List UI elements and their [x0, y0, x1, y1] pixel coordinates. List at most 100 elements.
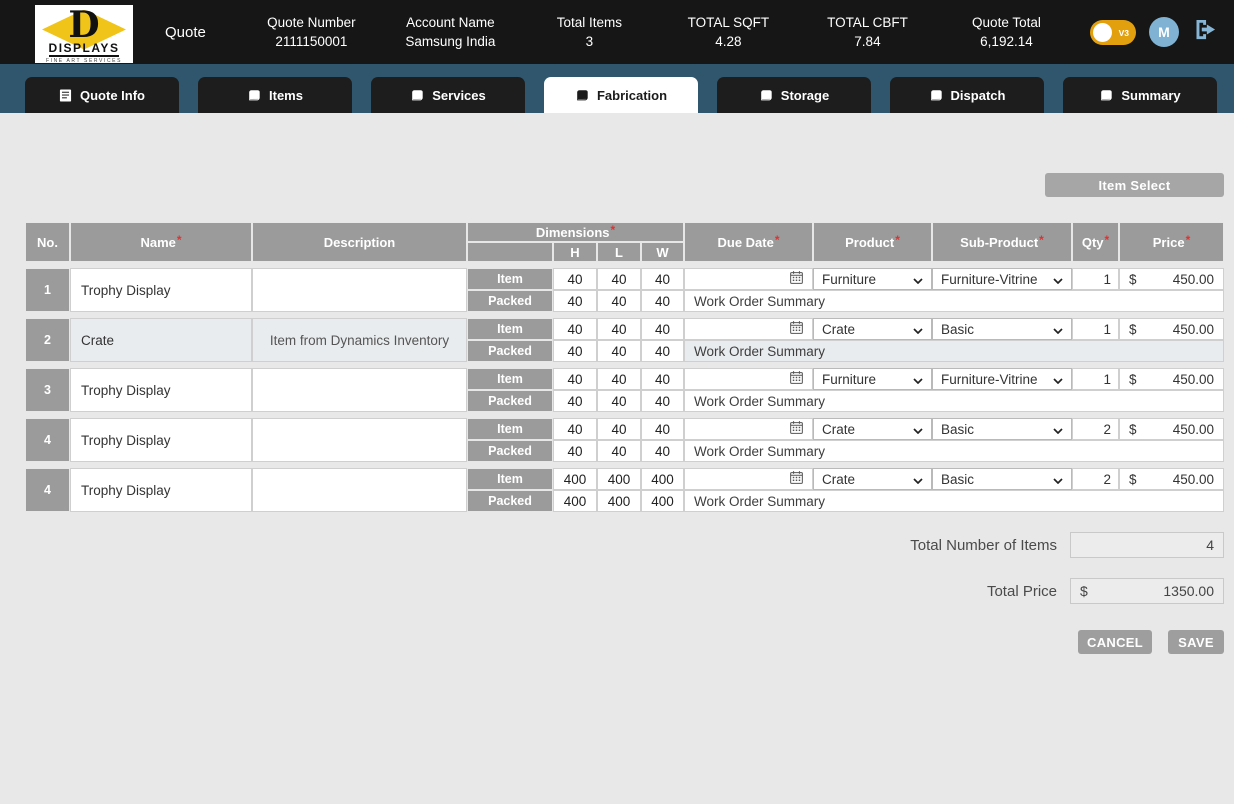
- item-dim-w-input[interactable]: 40: [641, 318, 684, 340]
- packed-dim-w-input[interactable]: 400: [641, 490, 684, 512]
- col-header-dim-blank: [467, 242, 553, 262]
- sub-product-select[interactable]: Basic: [932, 418, 1072, 440]
- qty-input[interactable]: 1: [1072, 318, 1119, 340]
- packed-dim-h-input[interactable]: 40: [553, 290, 597, 312]
- qty-input[interactable]: 1: [1072, 368, 1119, 390]
- item-dim-w-input[interactable]: 400: [641, 468, 684, 490]
- packed-dim-w-input[interactable]: 40: [641, 390, 684, 412]
- item-name-input[interactable]: Trophy Display: [70, 418, 252, 462]
- packed-dim-l-input[interactable]: 40: [597, 440, 641, 462]
- sub-product-select[interactable]: Furniture-Vitrine: [932, 268, 1072, 290]
- sub-product-select[interactable]: Basic: [932, 468, 1072, 490]
- sub-product-select[interactable]: Basic: [932, 318, 1072, 340]
- stat-label: Quote Number: [267, 15, 356, 30]
- table-row: 2 Crate Item from Dynamics Inventory Ite…: [25, 318, 1224, 362]
- calendar-icon: [790, 321, 803, 337]
- price-input[interactable]: $ 450.00: [1119, 368, 1224, 390]
- work-order-summary-link[interactable]: Work Order Summary: [684, 490, 1224, 512]
- item-description-input[interactable]: [252, 468, 467, 512]
- sub-product-select[interactable]: Furniture-Vitrine: [932, 368, 1072, 390]
- packed-dim-w-input[interactable]: 40: [641, 440, 684, 462]
- user-avatar[interactable]: M: [1149, 17, 1179, 47]
- stat-label: Quote Total: [972, 15, 1041, 30]
- tab-summary[interactable]: Summary: [1063, 77, 1217, 113]
- item-dim-h-input[interactable]: 40: [553, 418, 597, 440]
- due-date-picker[interactable]: [684, 268, 813, 290]
- tab-storage[interactable]: Storage: [717, 77, 871, 113]
- item-dim-w-input[interactable]: 40: [641, 268, 684, 290]
- packed-dim-h-input[interactable]: 400: [553, 490, 597, 512]
- product-select[interactable]: Furniture: [813, 268, 932, 290]
- packed-dim-w-input[interactable]: 40: [641, 290, 684, 312]
- item-dim-l-input[interactable]: 40: [597, 318, 641, 340]
- item-dim-l-input[interactable]: 400: [597, 468, 641, 490]
- tab-items[interactable]: Items: [198, 77, 352, 113]
- col-header-description: Description: [252, 222, 467, 262]
- item-dim-h-input[interactable]: 40: [553, 318, 597, 340]
- currency-symbol: $: [1129, 471, 1137, 487]
- due-date-picker[interactable]: [684, 418, 813, 440]
- price-input[interactable]: $ 450.00: [1119, 318, 1224, 340]
- work-order-summary-link[interactable]: Work Order Summary: [684, 390, 1224, 412]
- item-dim-h-input[interactable]: 40: [553, 368, 597, 390]
- packed-dim-l-input[interactable]: 40: [597, 390, 641, 412]
- item-dim-l-input[interactable]: 40: [597, 418, 641, 440]
- logout-button[interactable]: [1192, 16, 1219, 48]
- item-dim-w-input[interactable]: 40: [641, 368, 684, 390]
- tab-fabrication[interactable]: Fabrication: [544, 77, 698, 113]
- item-dim-l-input[interactable]: 40: [597, 268, 641, 290]
- sub-product-selected-value: Basic: [941, 421, 975, 437]
- work-order-summary-link[interactable]: Work Order Summary: [684, 440, 1224, 462]
- qty-input[interactable]: 1: [1072, 268, 1119, 290]
- item-name-input[interactable]: Trophy Display: [70, 368, 252, 412]
- due-date-picker[interactable]: [684, 368, 813, 390]
- packed-dim-h-input[interactable]: 40: [553, 340, 597, 362]
- item-description-input[interactable]: Item from Dynamics Inventory: [252, 318, 467, 362]
- item-name-input[interactable]: Trophy Display: [70, 268, 252, 312]
- item-dim-w-input[interactable]: 40: [641, 418, 684, 440]
- packed-dim-l-input[interactable]: 40: [597, 290, 641, 312]
- item-name-input[interactable]: Crate: [70, 318, 252, 362]
- save-button[interactable]: SAVE: [1168, 630, 1224, 654]
- packed-dim-h-input[interactable]: 40: [553, 440, 597, 462]
- item-description-input[interactable]: [252, 418, 467, 462]
- packed-dim-l-input[interactable]: 400: [597, 490, 641, 512]
- price-input[interactable]: $ 450.00: [1119, 268, 1224, 290]
- table-row: 1 Trophy Display Item 40 40 40: [25, 268, 1224, 312]
- item-select-button[interactable]: Item Select: [1045, 173, 1224, 197]
- work-order-summary-link[interactable]: Work Order Summary: [684, 340, 1224, 362]
- due-date-picker[interactable]: [684, 318, 813, 340]
- qty-input[interactable]: 2: [1072, 468, 1119, 490]
- qty-input[interactable]: 2: [1072, 418, 1119, 440]
- stat-value: 6,192.14: [980, 33, 1033, 49]
- product-select[interactable]: Crate: [813, 418, 932, 440]
- chevron-down-icon: [913, 422, 923, 437]
- price-input[interactable]: $ 450.00: [1119, 418, 1224, 440]
- packed-dim-w-input[interactable]: 40: [641, 340, 684, 362]
- packed-dim-l-input[interactable]: 40: [597, 340, 641, 362]
- total-items-label: Total Number of Items: [910, 536, 1057, 554]
- price-input[interactable]: $ 450.00: [1119, 468, 1224, 490]
- row-number-cell: 3: [25, 368, 70, 412]
- product-select[interactable]: Crate: [813, 468, 932, 490]
- tab-quote-info[interactable]: Quote Info: [25, 77, 179, 113]
- item-dim-h-input[interactable]: 40: [553, 268, 597, 290]
- work-order-summary-link[interactable]: Work Order Summary: [684, 290, 1224, 312]
- tab-services[interactable]: Services: [371, 77, 525, 113]
- cancel-button[interactable]: CANCEL: [1078, 630, 1152, 654]
- item-description-input[interactable]: [252, 268, 467, 312]
- packed-dims-label: Packed: [467, 290, 553, 312]
- item-dim-h-input[interactable]: 400: [553, 468, 597, 490]
- product-select[interactable]: Crate: [813, 318, 932, 340]
- item-description-input[interactable]: [252, 368, 467, 412]
- chevron-down-icon: [913, 322, 923, 337]
- tab-dispatch[interactable]: Dispatch: [890, 77, 1044, 113]
- packed-dim-h-input[interactable]: 40: [553, 390, 597, 412]
- header-stats: Quote Number 2111150001 Account Name Sam…: [242, 16, 1076, 48]
- item-name-input[interactable]: Trophy Display: [70, 468, 252, 512]
- due-date-picker[interactable]: [684, 468, 813, 490]
- price-value: 450.00: [1172, 371, 1214, 387]
- item-dim-l-input[interactable]: 40: [597, 368, 641, 390]
- version-toggle[interactable]: V3: [1090, 19, 1136, 45]
- product-select[interactable]: Furniture: [813, 368, 932, 390]
